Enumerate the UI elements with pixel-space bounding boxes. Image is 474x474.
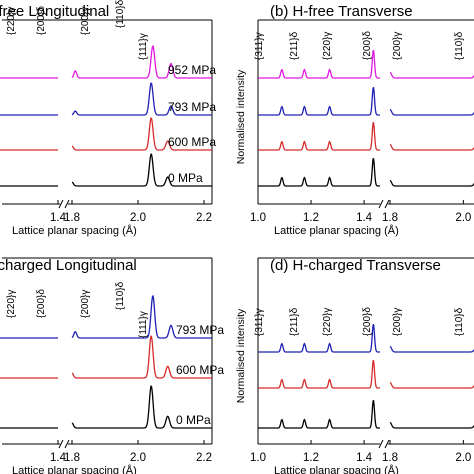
peak-label: {200}γ xyxy=(392,308,403,336)
peak-label: {200}γ xyxy=(80,290,91,318)
series-line-0-mpa xyxy=(258,157,474,187)
axis-break-mark xyxy=(58,439,64,449)
series-line-793-mpa xyxy=(0,82,212,116)
series-line-793-mpa xyxy=(0,294,212,339)
peak-label: {200}δ xyxy=(36,6,47,35)
panel-b-hfree-transverse: 1.0 1.2 1.4 1.8 2.0 Lattice planar spacing (Å… xyxy=(235,3,474,237)
series-label: 600 MPa xyxy=(176,363,224,377)
chart-title: (a) H-free Longitudinal xyxy=(0,3,109,20)
x-tick-label: 2.0 xyxy=(455,212,471,224)
x-tick-label: 1.0 xyxy=(250,452,266,464)
peak-label: {200}δ xyxy=(362,31,373,60)
series-line-793-mpa xyxy=(258,86,474,116)
peak-label: {311}γ xyxy=(254,308,265,336)
chart-title: (d) H-charged Transverse xyxy=(270,257,441,274)
peak-label: {211}δ xyxy=(289,31,300,60)
chart-title: (c) H-charged Longitudinal xyxy=(0,257,137,274)
peak-label: {200}δ xyxy=(362,307,373,336)
axis-break-gap xyxy=(60,200,68,208)
series-line-952-mpa xyxy=(0,44,212,79)
x-tick-label: 2.0 xyxy=(455,452,471,464)
series-line-793-mpa xyxy=(258,323,474,353)
axis-break-mark xyxy=(384,439,390,449)
series-line-0-mpa xyxy=(0,153,212,187)
x-tick-label: 1.8 xyxy=(382,452,398,464)
x-tick-label: 2.2 xyxy=(196,212,212,224)
peak-label: {111}γ xyxy=(138,311,149,338)
series-label: 0 MPa xyxy=(176,413,211,427)
peak-label: {110}δ xyxy=(115,281,126,310)
series-label: 0 MPa xyxy=(168,171,203,185)
panel-d-hcharged-transverse: 1.0 1.2 1.4 1.8 2.0 Lattice planar spacing (Å… xyxy=(235,257,474,474)
peak-label: {220}γ xyxy=(6,290,17,318)
peak-label: {220}γ xyxy=(322,32,333,60)
peak-label: {111}γ xyxy=(138,33,149,60)
axis-break-mark xyxy=(64,199,70,209)
axis-break-mark xyxy=(378,199,384,209)
x-tick-label: 1.8 xyxy=(64,212,80,224)
series-line-600-mpa xyxy=(258,359,474,389)
peak-label: {220}γ xyxy=(322,308,333,336)
axis-break-gap xyxy=(380,200,388,208)
peak-label: {110}δ xyxy=(454,307,465,336)
x-tick-label: 1.4 xyxy=(50,452,67,464)
peak-label: {220}γ xyxy=(6,7,17,35)
x-tick-label: 1.8 xyxy=(64,452,80,464)
series-line-0-mpa xyxy=(258,399,474,429)
peak-label: {211}δ xyxy=(289,307,300,336)
peak-label: {200}δ xyxy=(36,289,47,318)
x-tick-label: 1.2 xyxy=(303,212,319,224)
series-line-600-mpa xyxy=(258,121,474,151)
chart-title: (b) H-free Transverse xyxy=(270,3,413,20)
x-axis-label: Lattice planar spacing (Å) xyxy=(274,224,399,237)
series-line-600-mpa xyxy=(0,335,212,379)
x-axis-label: Lattice planar spacing (Å) xyxy=(12,464,137,474)
x-tick-label: 1.0 xyxy=(250,212,266,224)
x-tick-label: 1.4 xyxy=(356,212,373,224)
series-label: 793 MPa xyxy=(176,323,224,337)
x-tick-label: 2.0 xyxy=(130,452,146,464)
series-line-600-mpa xyxy=(0,117,212,151)
x-tick-label: 1.8 xyxy=(382,212,398,224)
axis-break-mark xyxy=(64,439,70,449)
axis-break-mark xyxy=(378,439,384,449)
y-axis-label: Normalised intensity xyxy=(235,308,247,403)
x-axis-label: Lattice planar spacing (Å) xyxy=(12,224,137,237)
axis-break-gap xyxy=(60,440,68,448)
x-tick-label: 2.2 xyxy=(196,452,212,464)
series-line-0-mpa xyxy=(0,385,212,429)
y-axis-label: Normalised intensity xyxy=(235,69,247,164)
panel-a-hfree-longitudinal: 1.41.8 2.0 2.2 Lattice planar spacing (Å) (a… xyxy=(0,0,216,237)
peak-label: {110}δ xyxy=(115,0,126,28)
series-line-952-mpa xyxy=(258,49,474,79)
x-tick-label: 1.4 xyxy=(356,452,373,464)
axis-break-mark xyxy=(384,199,390,209)
x-tick-label: 2.0 xyxy=(130,212,146,224)
x-tick-label: 1.4 xyxy=(50,212,67,224)
peak-label: {200}γ xyxy=(392,32,403,60)
series-label: 952 MPa xyxy=(168,63,216,77)
axis-break-mark xyxy=(58,199,64,209)
series-label: 793 MPa xyxy=(168,100,216,114)
x-axis-label: Lattice planar spacing (Å) xyxy=(274,464,399,474)
peak-label: {110}δ xyxy=(454,31,465,60)
peak-label: {200}γ xyxy=(80,7,91,35)
panel-c-hcharged-longitudinal: 1.41.8 2.0 2.2 Lattice planar spacing (Å) (c… xyxy=(0,257,224,474)
peak-label: {311}γ xyxy=(254,32,265,60)
series-label: 600 MPa xyxy=(168,135,216,149)
axis-break-gap xyxy=(380,440,388,448)
x-tick-label: 1.2 xyxy=(303,452,319,464)
